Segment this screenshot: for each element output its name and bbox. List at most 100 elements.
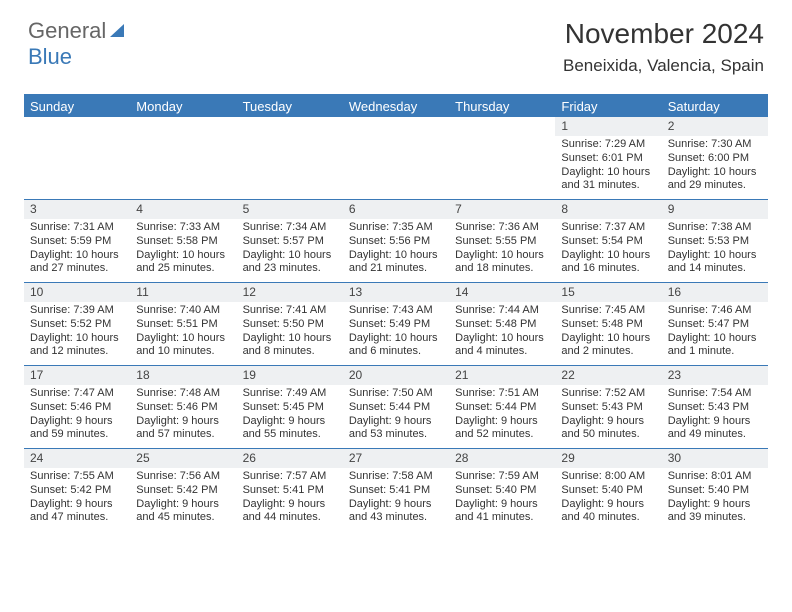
day-body: Sunrise: 7:39 AMSunset: 5:52 PMDaylight:… bbox=[24, 302, 130, 363]
day-number: 17 bbox=[24, 366, 130, 385]
daylight: Daylight: 10 hours and 21 minutes. bbox=[349, 249, 443, 277]
daylight: Daylight: 9 hours and 50 minutes. bbox=[561, 415, 655, 443]
day-number: 11 bbox=[130, 283, 236, 302]
day-body: Sunrise: 7:38 AMSunset: 5:53 PMDaylight:… bbox=[662, 219, 768, 280]
sunset: Sunset: 5:42 PM bbox=[30, 484, 124, 498]
sunset: Sunset: 5:54 PM bbox=[561, 235, 655, 249]
day-number: 10 bbox=[24, 283, 130, 302]
sunset: Sunset: 5:55 PM bbox=[455, 235, 549, 249]
sunset: Sunset: 6:00 PM bbox=[668, 152, 762, 166]
sunrise: Sunrise: 7:48 AM bbox=[136, 387, 230, 401]
daylight: Daylight: 9 hours and 59 minutes. bbox=[30, 415, 124, 443]
daylight: Daylight: 10 hours and 8 minutes. bbox=[243, 332, 337, 360]
calendar-week: 1Sunrise: 7:29 AMSunset: 6:01 PMDaylight… bbox=[24, 117, 768, 199]
sunset: Sunset: 5:56 PM bbox=[349, 235, 443, 249]
calendar-day: 17Sunrise: 7:47 AMSunset: 5:46 PMDayligh… bbox=[24, 366, 130, 448]
calendar-day: 30Sunrise: 8:01 AMSunset: 5:40 PMDayligh… bbox=[662, 449, 768, 531]
calendar-day: 4 Sunrise: 7:33 AMSunset: 5:58 PMDaylight… bbox=[130, 200, 236, 282]
calendar-day: 15Sunrise: 7:45 AMSunset: 5:48 PMDayligh… bbox=[555, 283, 661, 365]
logo-sail-icon bbox=[108, 22, 126, 40]
sunrise: Sunrise: 7:54 AM bbox=[668, 387, 762, 401]
sunrise: Sunrise: 7:39 AM bbox=[30, 304, 124, 318]
sunset: Sunset: 5:58 PM bbox=[136, 235, 230, 249]
sunrise: Sunrise: 7:33 AM bbox=[136, 221, 230, 235]
daylight: Daylight: 10 hours and 16 minutes. bbox=[561, 249, 655, 277]
sunrise: Sunrise: 7:56 AM bbox=[136, 470, 230, 484]
day-body: Sunrise: 7:51 AMSunset: 5:44 PMDaylight:… bbox=[449, 385, 555, 446]
sunset: Sunset: 5:41 PM bbox=[243, 484, 337, 498]
day-number: 23 bbox=[662, 366, 768, 385]
sunrise: Sunrise: 7:58 AM bbox=[349, 470, 443, 484]
day-body: Sunrise: 7:59 AMSunset: 5:40 PMDaylight:… bbox=[449, 468, 555, 529]
day-number: 12 bbox=[237, 283, 343, 302]
day-number: 21 bbox=[449, 366, 555, 385]
sunrise: Sunrise: 7:50 AM bbox=[349, 387, 443, 401]
day-number: 4 bbox=[130, 200, 236, 219]
calendar-day bbox=[343, 117, 449, 199]
calendar-day: 7Sunrise: 7:36 AMSunset: 5:55 PMDaylight… bbox=[449, 200, 555, 282]
calendar-day: 18Sunrise: 7:48 AMSunset: 5:46 PMDayligh… bbox=[130, 366, 236, 448]
day-number: 1 bbox=[555, 117, 661, 136]
daylight: Daylight: 10 hours and 12 minutes. bbox=[30, 332, 124, 360]
weekday-header: Monday bbox=[130, 96, 236, 117]
sunrise: Sunrise: 7:31 AM bbox=[30, 221, 124, 235]
sunrise: Sunrise: 7:29 AM bbox=[561, 138, 655, 152]
calendar-day: 3Sunrise: 7:31 AMSunset: 5:59 PMDaylight… bbox=[24, 200, 130, 282]
daylight: Daylight: 9 hours and 40 minutes. bbox=[561, 498, 655, 526]
day-number: 18 bbox=[130, 366, 236, 385]
daylight: Daylight: 10 hours and 18 minutes. bbox=[455, 249, 549, 277]
sunrise: Sunrise: 7:43 AM bbox=[349, 304, 443, 318]
weekday-header: Friday bbox=[555, 96, 661, 117]
sunset: Sunset: 5:51 PM bbox=[136, 318, 230, 332]
calendar-day: 22Sunrise: 7:52 AMSunset: 5:43 PMDayligh… bbox=[555, 366, 661, 448]
day-number: 26 bbox=[237, 449, 343, 468]
daylight: Daylight: 10 hours and 4 minutes. bbox=[455, 332, 549, 360]
calendar-day bbox=[449, 117, 555, 199]
daylight: Daylight: 10 hours and 23 minutes. bbox=[243, 249, 337, 277]
daylight: Daylight: 9 hours and 52 minutes. bbox=[455, 415, 549, 443]
day-body: Sunrise: 7:35 AMSunset: 5:56 PMDaylight:… bbox=[343, 219, 449, 280]
sunset: Sunset: 5:47 PM bbox=[668, 318, 762, 332]
day-number: 19 bbox=[237, 366, 343, 385]
sunrise: Sunrise: 7:52 AM bbox=[561, 387, 655, 401]
day-number: 8 bbox=[555, 200, 661, 219]
calendar-day: 13Sunrise: 7:43 AMSunset: 5:49 PMDayligh… bbox=[343, 283, 449, 365]
sunrise: Sunrise: 7:38 AM bbox=[668, 221, 762, 235]
weekday-header: Sunday bbox=[24, 96, 130, 117]
weekday-header: Thursday bbox=[449, 96, 555, 117]
day-body: Sunrise: 8:00 AMSunset: 5:40 PMDaylight:… bbox=[555, 468, 661, 529]
sunset: Sunset: 5:49 PM bbox=[349, 318, 443, 332]
day-number: 2 bbox=[662, 117, 768, 136]
calendar-day: 1Sunrise: 7:29 AMSunset: 6:01 PMDaylight… bbox=[555, 117, 661, 199]
sunset: Sunset: 5:42 PM bbox=[136, 484, 230, 498]
day-body: Sunrise: 7:46 AMSunset: 5:47 PMDaylight:… bbox=[662, 302, 768, 363]
daylight: Daylight: 10 hours and 25 minutes. bbox=[136, 249, 230, 277]
sunrise: Sunrise: 8:01 AM bbox=[668, 470, 762, 484]
day-number: 22 bbox=[555, 366, 661, 385]
sunset: Sunset: 5:45 PM bbox=[243, 401, 337, 415]
calendar-day: 16Sunrise: 7:46 AMSunset: 5:47 PMDayligh… bbox=[662, 283, 768, 365]
day-body: Sunrise: 7:45 AMSunset: 5:48 PMDaylight:… bbox=[555, 302, 661, 363]
sunrise: Sunrise: 7:40 AM bbox=[136, 304, 230, 318]
day-body: Sunrise: 7:34 AMSunset: 5:57 PMDaylight:… bbox=[237, 219, 343, 280]
sunrise: Sunrise: 7:36 AM bbox=[455, 221, 549, 235]
day-number: 14 bbox=[449, 283, 555, 302]
day-number: 25 bbox=[130, 449, 236, 468]
day-number: 5 bbox=[237, 200, 343, 219]
calendar-day: 9Sunrise: 7:38 AMSunset: 5:53 PMDaylight… bbox=[662, 200, 768, 282]
calendar-day: 12Sunrise: 7:41 AMSunset: 5:50 PMDayligh… bbox=[237, 283, 343, 365]
day-body: Sunrise: 7:52 AMSunset: 5:43 PMDaylight:… bbox=[555, 385, 661, 446]
sunset: Sunset: 5:57 PM bbox=[243, 235, 337, 249]
day-number: 20 bbox=[343, 366, 449, 385]
calendar-week: 3Sunrise: 7:31 AMSunset: 5:59 PMDaylight… bbox=[24, 199, 768, 282]
daylight: Daylight: 9 hours and 41 minutes. bbox=[455, 498, 549, 526]
logo-text-2: Blue bbox=[28, 44, 72, 69]
sunrise: Sunrise: 8:00 AM bbox=[561, 470, 655, 484]
sunset: Sunset: 5:46 PM bbox=[30, 401, 124, 415]
calendar-day: 19Sunrise: 7:49 AMSunset: 5:45 PMDayligh… bbox=[237, 366, 343, 448]
sunset: Sunset: 5:48 PM bbox=[455, 318, 549, 332]
calendar-day: 8Sunrise: 7:37 AMSunset: 5:54 PMDaylight… bbox=[555, 200, 661, 282]
sunrise: Sunrise: 7:35 AM bbox=[349, 221, 443, 235]
calendar-day bbox=[237, 117, 343, 199]
header: General November 2024 Beneixida, Valenci… bbox=[0, 0, 792, 80]
